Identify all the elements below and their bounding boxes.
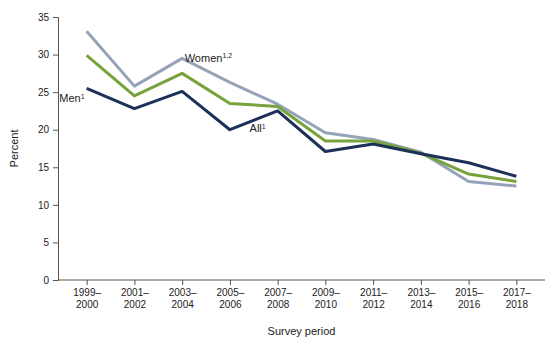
x-axis: 1999–2000 2001–2002 2003–2004 2005–2006 2007… (58, 280, 545, 310)
x-tick-label: 2017–2018 (503, 287, 531, 310)
y-tick: 30 (38, 49, 58, 60)
x-tick-label: 2013–2014 (407, 287, 435, 310)
x-tick-mark (182, 280, 183, 285)
y-tick-label: 20 (38, 124, 50, 135)
y-tick: 20 (38, 124, 58, 135)
y-tick-mark (53, 280, 58, 281)
x-tick-label: 2009–2010 (312, 287, 340, 310)
y-tick-mark (53, 167, 58, 168)
y-axis-title: Percent (8, 130, 20, 168)
x-tick: 1999–2000 (73, 280, 101, 310)
series-label: Men1 (59, 92, 84, 104)
y-tick: 35 (38, 12, 58, 23)
y-tick-label: 0 (43, 275, 49, 286)
lines (87, 31, 517, 186)
y-tick-mark (53, 17, 58, 18)
y-axis: 0 5 10 15 20 25 30 35 (38, 12, 59, 286)
x-tick: 2007–2008 (264, 280, 292, 310)
series-label: Women1,2 (185, 52, 233, 64)
series-line (87, 31, 517, 186)
x-tick: 2011–2012 (360, 280, 388, 310)
y-tick: 25 (38, 87, 58, 98)
series-line (87, 88, 517, 176)
y-tick-label: 5 (43, 237, 49, 248)
y-tick-label: 10 (38, 200, 50, 211)
y-tick-label: 35 (38, 12, 50, 23)
series-label-note: 1,2 (222, 52, 232, 59)
y-tick: 0 (43, 275, 58, 286)
x-tick-label: 1999–2000 (73, 287, 101, 310)
x-axis-line (58, 280, 545, 281)
x-tick-mark (421, 280, 422, 285)
y-tick-mark (53, 55, 58, 56)
x-tick-mark (373, 280, 374, 285)
x-tick-label: 2003–2004 (169, 287, 197, 310)
x-tick: 2005–2006 (216, 280, 244, 310)
y-tick: 5 (43, 237, 58, 248)
y-tick: 10 (38, 200, 58, 211)
x-tick-mark (278, 280, 279, 285)
y-tick-label: 25 (38, 87, 50, 98)
y-tick-mark (53, 92, 58, 93)
x-tick-mark (325, 280, 326, 285)
x-axis-title: Survey period (268, 325, 336, 337)
x-tick-mark (469, 280, 470, 285)
x-tick: 2013–2014 (407, 280, 435, 310)
x-tick-label: 2001–2002 (121, 287, 149, 310)
chart: 0 5 10 15 20 25 30 35 1999–2000 2001–2002 2003–200… (0, 0, 560, 341)
x-tick-mark (87, 280, 88, 285)
x-tick: 2015–2016 (455, 280, 483, 310)
series-label-note: 1 (262, 123, 266, 130)
x-tick: 2001–2002 (121, 280, 149, 310)
y-tick-mark (53, 205, 58, 206)
x-tick: 2009–2010 (312, 280, 340, 310)
x-tick-mark (134, 280, 135, 285)
y-axis-line (53, 18, 59, 281)
x-tick: 2017–2018 (503, 280, 531, 310)
y-tick-label: 15 (38, 162, 50, 173)
y-tick-mark (53, 242, 58, 243)
series-line (87, 55, 517, 181)
y-tick: 15 (38, 162, 58, 173)
y-tick-mark (53, 130, 58, 131)
series-label-note: 1 (81, 93, 85, 100)
series-label: All1 (250, 122, 266, 134)
y-tick-label: 30 (38, 49, 50, 60)
x-tick-label: 2015–2016 (455, 287, 483, 310)
x-tick-label: 2007–2008 (264, 287, 292, 310)
x-tick: 2003–2004 (169, 280, 197, 310)
x-tick-label: 2011–2012 (360, 287, 388, 310)
x-tick-mark (230, 280, 231, 285)
x-tick-mark (516, 280, 517, 285)
x-tick-label: 2005–2006 (216, 287, 244, 310)
